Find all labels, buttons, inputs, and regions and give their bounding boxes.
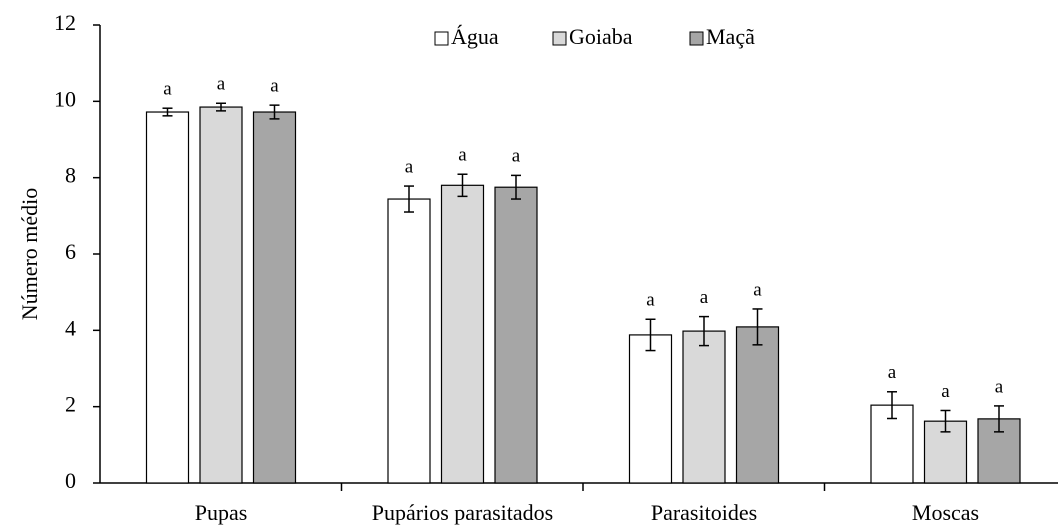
annotation: a — [270, 76, 279, 97]
annotation: a — [163, 79, 172, 100]
annotation: a — [646, 290, 655, 311]
bar — [628, 334, 673, 484]
annotation: a — [753, 279, 762, 300]
error-bar — [162, 107, 173, 117]
bar — [494, 186, 538, 484]
error-bar — [216, 102, 226, 112]
error-bar — [699, 315, 709, 347]
error-bar — [887, 391, 897, 420]
x-tick-label: Pupas — [195, 500, 248, 525]
error-bar — [940, 409, 951, 433]
bar — [735, 326, 780, 484]
bar — [387, 198, 431, 484]
legend-swatch — [434, 31, 449, 46]
legend-label: Goiaba — [569, 24, 633, 49]
legend-label: Água — [451, 24, 499, 49]
annotation: a — [700, 287, 709, 308]
x-tick-label: Moscas — [912, 500, 979, 525]
error-bar — [269, 104, 280, 120]
error-bar — [511, 174, 521, 200]
y-tick-label: 8 — [65, 163, 76, 188]
legend-swatch — [552, 31, 567, 46]
y-tick-label: 0 — [65, 468, 76, 493]
error-bar — [752, 308, 763, 346]
annotation: a — [458, 145, 467, 166]
y-tick-label: 4 — [65, 315, 76, 340]
y-tick-label: 6 — [65, 239, 76, 264]
x-tick-label: Pupários parasitados — [372, 500, 553, 525]
y-tick-label: 2 — [65, 392, 76, 417]
bar — [440, 184, 485, 484]
annotation: a — [217, 74, 226, 95]
error-bar — [645, 318, 656, 352]
error-bar — [994, 405, 1004, 433]
bar — [199, 106, 243, 484]
annotation: a — [995, 376, 1004, 397]
error-bar — [404, 185, 414, 213]
legend-label: Maçã — [706, 24, 755, 49]
x-tick-label: Parasitoides — [651, 500, 757, 525]
annotation: a — [941, 381, 950, 402]
error-bar — [457, 173, 468, 198]
y-tick-label: 10 — [54, 86, 76, 111]
y-tick-label: 12 — [54, 10, 76, 35]
bar — [682, 330, 726, 484]
annotation: a — [888, 362, 897, 383]
bar — [145, 111, 190, 484]
bar — [252, 111, 297, 484]
annotation: a — [512, 146, 521, 167]
legend-swatch — [689, 31, 704, 46]
annotation: a — [405, 156, 414, 177]
y-axis-label: Número médio — [17, 188, 42, 321]
